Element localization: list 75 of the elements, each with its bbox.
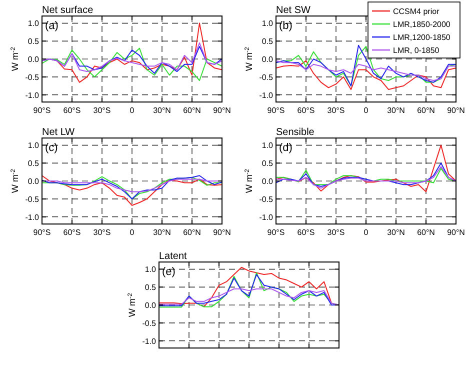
x-tick-label: 90°S — [267, 106, 285, 115]
x-tick-label: 60°S — [63, 228, 81, 237]
x-tick-label: 90°N — [213, 228, 232, 237]
x-tick-label: 30°N — [153, 228, 172, 237]
x-tick-label: 60°S — [297, 106, 315, 115]
x-tick-label: 30°N — [387, 106, 406, 115]
x-tick-label: 90°N — [213, 106, 232, 115]
y-tick-label: -0.5 — [259, 72, 274, 82]
y-tick-label: -1.0 — [259, 212, 274, 222]
chart-title: Latent — [159, 251, 188, 262]
x-tick-label: 60°N — [183, 106, 202, 115]
legend-label: CCSM4 prior — [393, 7, 440, 16]
line-series — [276, 166, 456, 189]
y-tick-label: -0.5 — [25, 194, 40, 204]
x-tick-label: 0 — [130, 106, 135, 115]
line-series — [276, 144, 456, 192]
legend-label: LMR, 0-1850 — [393, 46, 440, 55]
x-tick-label: 90°S — [33, 106, 51, 115]
y-tick-label: -1.0 — [25, 90, 40, 100]
y-tick-label: 1.0 — [144, 265, 157, 274]
x-tick-label: 90°N — [447, 106, 466, 115]
y-tick-label: 0.0 — [144, 301, 157, 310]
y-tick-label: 0.5 — [262, 159, 274, 168]
y-tick-label: 1.0 — [262, 19, 274, 28]
chart-title: Net surface — [42, 5, 94, 16]
x-tick-label: 30°S — [327, 106, 345, 115]
annotation: (c) — [45, 142, 58, 154]
y-tick-label: -1.0 — [142, 336, 157, 346]
x-tick-label: 0 — [364, 228, 369, 237]
x-tick-label: 60°S — [63, 106, 81, 115]
y-tick-label: 0.0 — [28, 177, 40, 186]
chart-title: Net LW — [42, 127, 76, 138]
y-tick-label: -1.0 — [259, 90, 274, 100]
x-tick-label: 60°N — [183, 228, 202, 237]
legend-label: LMR,1850-2000 — [393, 20, 451, 29]
y-tick-label: 0.0 — [28, 55, 40, 64]
line-series — [42, 48, 222, 81]
x-tick-label: 30°S — [93, 106, 111, 115]
y-tick-label: -1.0 — [25, 212, 40, 222]
x-tick-label: 60°N — [417, 106, 436, 115]
y-tick-label: 0.5 — [28, 159, 40, 168]
line-series — [158, 288, 340, 306]
y-tick-label: 0.0 — [262, 177, 274, 186]
legend-label: LMR,1200-1850 — [393, 33, 451, 42]
line-series — [276, 60, 456, 81]
annotation: (d) — [279, 142, 292, 154]
y-tick-label: 1.0 — [262, 141, 274, 150]
x-tick-label: 0 — [364, 106, 369, 115]
x-tick-label: 90°S — [267, 228, 285, 237]
x-tick-label: 0 — [130, 228, 135, 237]
x-tick-label: 60°N — [417, 228, 436, 237]
annotation: (e) — [162, 266, 176, 278]
x-tick-label: 30°S — [93, 228, 111, 237]
y-tick-label: -0.5 — [25, 72, 40, 82]
x-tick-label: 90°S — [33, 228, 51, 237]
y-tick-label: 0.5 — [144, 283, 157, 292]
line-series — [42, 175, 222, 206]
x-tick-label: 30°N — [153, 106, 172, 115]
annotation: (b) — [279, 20, 292, 32]
y-tick-label: -0.5 — [259, 194, 274, 204]
x-tick-label: 30°N — [387, 228, 406, 237]
x-tick-label: 30°S — [327, 228, 345, 237]
y-tick-label: 1.0 — [28, 141, 40, 150]
annotation: (a) — [45, 20, 58, 32]
y-tick-label: 1.0 — [28, 19, 40, 28]
x-tick-label: 60°S — [297, 228, 315, 237]
y-tick-label: -0.5 — [142, 318, 157, 328]
y-tick-label: 0.5 — [28, 37, 40, 46]
y-tick-label: 0.5 — [262, 37, 274, 46]
line-series — [276, 168, 456, 186]
line-series — [276, 60, 456, 90]
chart-title: Net SW — [276, 5, 312, 16]
y-tick-label: 0.0 — [262, 55, 274, 64]
chart-title: Sensible — [276, 127, 315, 138]
x-tick-label: 90°N — [447, 228, 466, 237]
